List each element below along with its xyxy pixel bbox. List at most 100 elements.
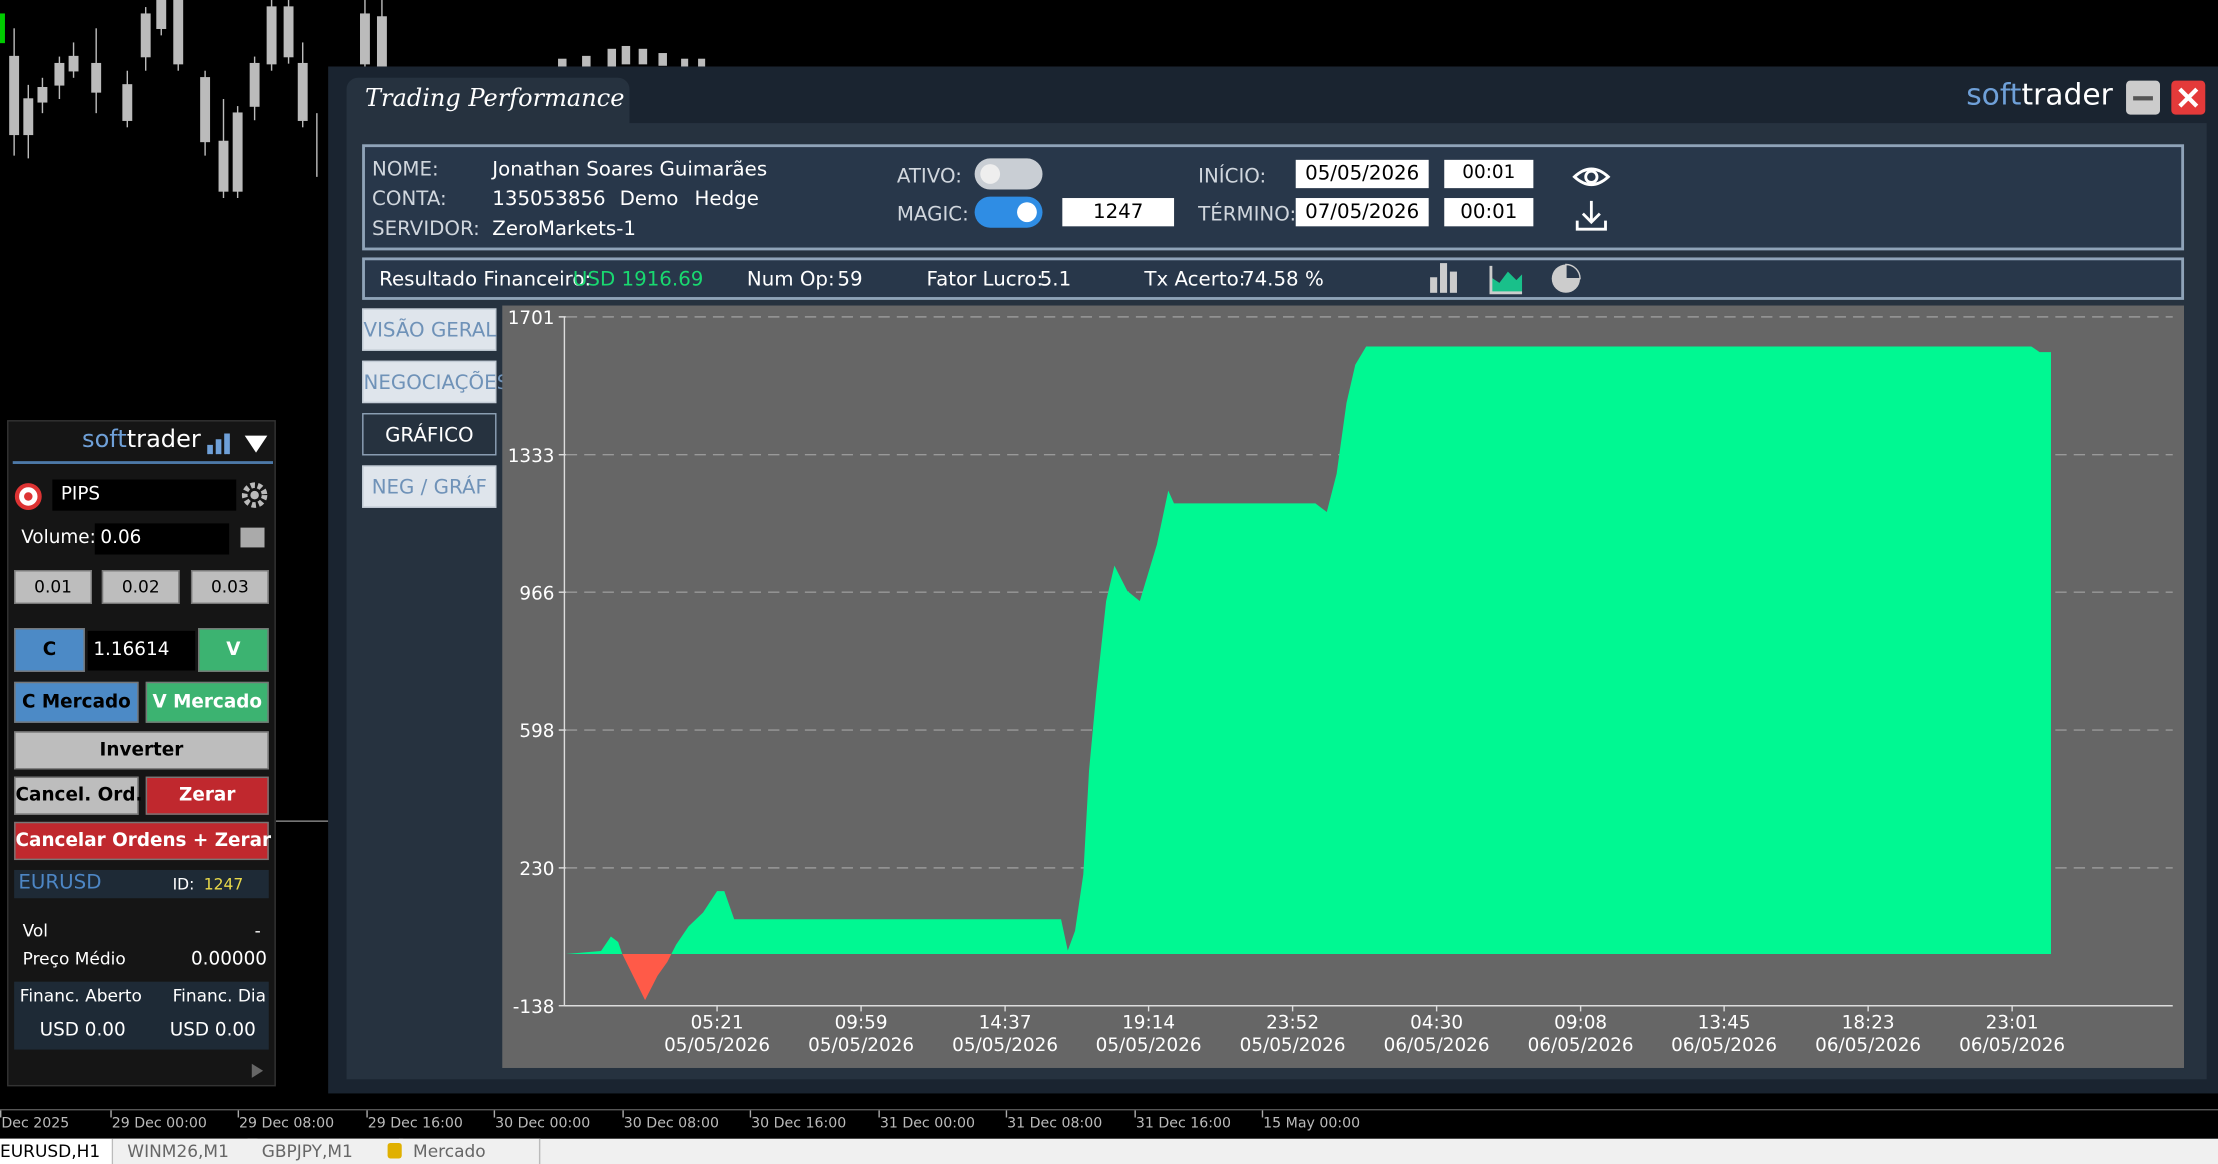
tick-mark: [493, 1110, 496, 1118]
symbol-tab[interactable]: [0, 1138, 114, 1164]
cancel-button[interactable]: Cancel. Ord.: [14, 776, 142, 815]
y-tick-label: 1701: [508, 308, 555, 329]
area-icon[interactable]: [1489, 265, 1523, 295]
value: USD 1916.69: [572, 268, 704, 292]
buy-market-button[interactable]: C Mercado: [14, 681, 139, 723]
x-tick-label: 18:23: [1842, 1012, 1895, 1033]
tab[interactable]: NEGOCIAÇÕES: [362, 360, 509, 404]
y-tick-label: 966: [519, 583, 554, 604]
label: TÉRMINO:: [1198, 203, 1297, 227]
label: INÍCIO:: [1198, 165, 1267, 189]
tick-mark: [749, 1110, 752, 1118]
sell-button[interactable]: V: [198, 628, 269, 672]
label: Fator Lucro:: [926, 268, 1044, 292]
eye-icon[interactable]: [1572, 167, 1611, 187]
symbol-tab-label: Mercado: [413, 1141, 486, 1162]
close-button[interactable]: [2171, 80, 2206, 115]
logo: softtrader: [1966, 78, 2113, 112]
mode-select[interactable]: PIPS: [52, 479, 237, 511]
symbol-tab[interactable]: [398, 1138, 541, 1164]
symbol-tab-label: GBPJPY,M1: [261, 1141, 353, 1162]
x-tick-label: 14:37: [979, 1012, 1032, 1033]
volume-icon[interactable]: [240, 527, 265, 548]
background-candles: [0, 0, 706, 199]
price-input[interactable]: 1.16614: [87, 630, 196, 671]
y-tick-label: 598: [519, 721, 554, 742]
time-label: 31 Dec 08:00: [1007, 1116, 1103, 1132]
tick-mark: [622, 1110, 624, 1118]
finance-box: [14, 981, 269, 1050]
x-tick-label: 13:45: [1698, 1012, 1751, 1033]
label: Tx Acerto:: [1144, 268, 1246, 292]
x-tick-label: 23:52: [1266, 1012, 1319, 1033]
side-logo: softtrader: [82, 426, 201, 454]
time-label: 30 Dec 08:00: [623, 1116, 719, 1132]
minimize-button[interactable]: [2126, 80, 2161, 115]
date-input[interactable]: 07/05/2026: [1295, 198, 1429, 227]
x-tick-label: 06/05/2026: [1671, 1035, 1777, 1056]
ativo-toggle[interactable]: [974, 158, 1043, 190]
tab-active[interactable]: GRÁFICO: [362, 413, 497, 456]
time-label: 29 Dec 16:00: [367, 1116, 463, 1132]
date-input[interactable]: 05/05/2026: [1295, 159, 1429, 189]
label: Num Op:: [746, 268, 835, 292]
lot-button[interactable]: 0.03: [190, 570, 269, 605]
magic-input[interactable]: 1247: [1062, 198, 1175, 227]
buy-button[interactable]: C: [14, 628, 85, 672]
time-label: 31 Dec 00:00: [879, 1116, 975, 1132]
window-title: Trading Performance: [364, 84, 625, 114]
cancel-zero-button[interactable]: Cancelar Ordens + Zerar: [14, 821, 271, 861]
lot-button[interactable]: 0.02: [101, 570, 180, 605]
area: [565, 346, 2051, 1001]
logo-soft: soft: [82, 425, 127, 455]
tick-mark: [366, 1110, 368, 1118]
tick-mark: [1261, 1110, 1264, 1118]
magic-toggle[interactable]: [974, 196, 1043, 228]
label: Preço Médio: [22, 949, 126, 969]
y-tick-label: 230: [519, 859, 554, 880]
tab[interactable]: NEG / GRÁF: [362, 465, 497, 508]
time-input[interactable]: 00:01: [1444, 198, 1534, 227]
time-input[interactable]: 00:01: [1444, 159, 1534, 189]
value: 5.1: [1039, 268, 1072, 292]
volume-input[interactable]: 0.06: [94, 523, 230, 555]
x-tick-label: 09:59: [835, 1012, 888, 1033]
time-label: 29 Dec 00:00: [111, 1116, 207, 1132]
symbol: EURUSD: [18, 871, 102, 894]
lock-icon: [387, 1142, 402, 1159]
label: Financ. Aberto: [19, 985, 142, 1006]
axis-line: [0, 1108, 2218, 1111]
symbol-tab[interactable]: [247, 1138, 404, 1164]
invert-button[interactable]: Inverter: [14, 731, 269, 770]
symbol-tab[interactable]: [113, 1138, 258, 1164]
x-tick-label: 23:01: [1986, 1012, 2039, 1033]
sell-market-button[interactable]: V Mercado: [145, 681, 269, 723]
collapse-icon[interactable]: [244, 435, 268, 453]
symbol-bar: [14, 869, 269, 899]
bar-icon[interactable]: [1430, 263, 1457, 293]
label: Volume:: [21, 527, 96, 549]
download-icon[interactable]: [1575, 200, 1607, 231]
settings-icon[interactable]: [239, 480, 270, 511]
label: CONTA:: [372, 188, 447, 211]
tick-mark: [237, 1110, 240, 1118]
pie-icon[interactable]: [1551, 263, 1581, 293]
x-tick-label: 06/05/2026: [1528, 1035, 1634, 1056]
label: ID:: [172, 875, 195, 894]
time-label: 30 Dec 00:00: [495, 1116, 591, 1132]
zero-button[interactable]: Zerar: [145, 776, 269, 815]
lot-button[interactable]: 0.01: [14, 570, 92, 605]
x-tick-label: 05:21: [691, 1012, 744, 1033]
value: 0.00000: [190, 949, 268, 971]
value: 1247: [203, 875, 244, 894]
tab[interactable]: VISÃO GERAL: [362, 308, 497, 351]
x-tick-label: 06/05/2026: [1384, 1035, 1490, 1056]
x-tick-label: 19:14: [1122, 1012, 1175, 1033]
label: MAGIC:: [896, 203, 969, 227]
x-tick-label: 04:30: [1410, 1012, 1463, 1033]
scroll-arrow[interactable]: [249, 1061, 266, 1081]
value: -: [254, 920, 261, 941]
x-tick-label: 09:08: [1554, 1012, 1607, 1033]
